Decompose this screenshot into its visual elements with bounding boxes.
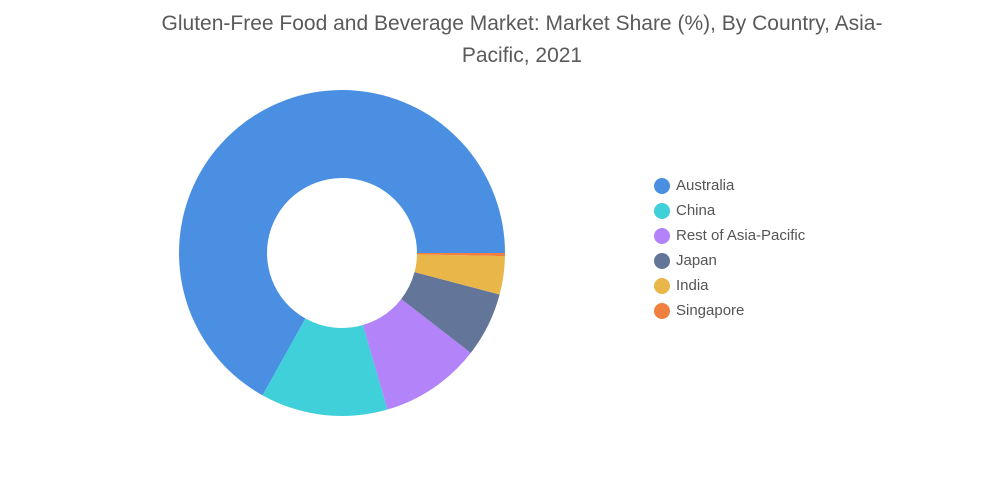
- legend-label: Japan: [676, 252, 717, 269]
- legend-swatch: [654, 253, 670, 269]
- donut-slice: [414, 254, 505, 295]
- donut-slice: [262, 318, 388, 416]
- donut-slice: [179, 90, 505, 396]
- legend-swatch: [654, 278, 670, 294]
- donut-slice: [362, 298, 471, 410]
- legend-swatch: [654, 203, 670, 219]
- legend-swatch: [654, 178, 670, 194]
- donut-slice: [416, 253, 505, 257]
- legend-label: China: [676, 202, 716, 219]
- chart-title: Gluten-Free Food and Beverage Market: Ma…: [161, 12, 883, 67]
- legend-label: Rest of Asia-Pacific: [676, 227, 806, 244]
- legend-swatch: [654, 303, 670, 319]
- legend-label: Australia: [676, 177, 735, 194]
- donut-slice: [401, 272, 500, 353]
- legend-swatch: [654, 228, 670, 244]
- legend-label: India: [676, 277, 709, 294]
- legend-label: Singapore: [676, 302, 744, 319]
